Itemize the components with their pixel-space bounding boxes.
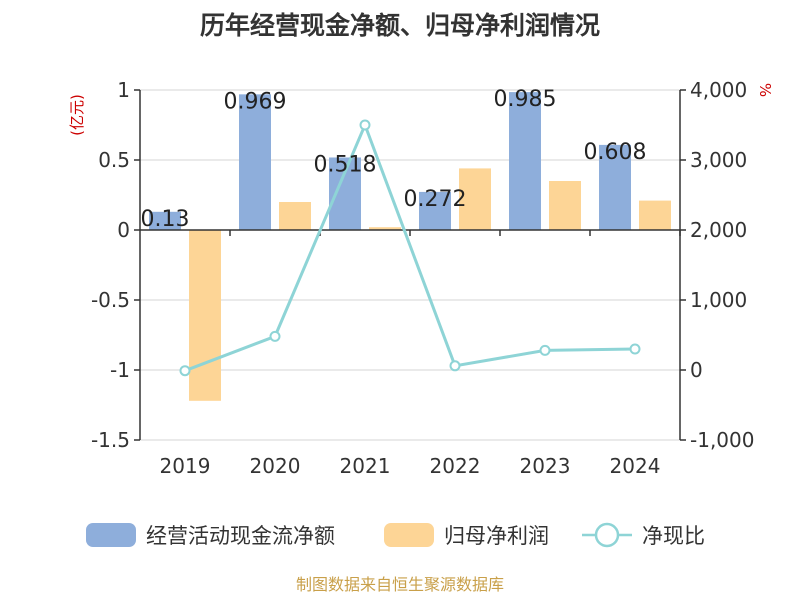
ratio-point — [449, 360, 461, 372]
axes: 1 0.5 0 -0.5 -1 -1.5 4,000 3,000 2,000 1,000 0 -1,0… — [91, 78, 755, 478]
ratio-point — [539, 344, 551, 356]
net-profit-bar — [369, 227, 401, 230]
legend-label: 归母净利润 — [444, 524, 549, 548]
chart-title: 历年经营现金净额、归母净利润情况 — [200, 11, 600, 40]
ratio-line — [179, 119, 641, 377]
legend-label: 净现比 — [642, 524, 705, 548]
right-tick-label: 4,000 — [690, 78, 747, 102]
source-note: 制图数据来自恒生聚源数据库 — [296, 575, 504, 594]
cashflow-bar — [509, 92, 541, 230]
cashflow-bar — [599, 144, 631, 230]
left-tick-label: 1 — [117, 78, 130, 102]
right-tick-label: 0 — [690, 358, 703, 382]
net-profit-bar — [459, 168, 491, 230]
net-profit-bar — [639, 200, 671, 230]
x-tick-label: 2019 — [160, 454, 211, 478]
cashflow-bar — [149, 211, 181, 230]
left-tick-label: 0 — [117, 218, 130, 242]
cashflow-bar — [419, 191, 451, 230]
legend-swatch — [384, 523, 434, 547]
x-tick-label: 2023 — [520, 454, 571, 478]
bar-data-label: 0.985 — [494, 87, 557, 112]
x-tick-label: 2022 — [430, 454, 481, 478]
net-profit-bar — [279, 202, 311, 230]
ratio-point — [269, 330, 281, 342]
left-tick-label: -1 — [110, 358, 130, 382]
x-tick-label: 2020 — [250, 454, 301, 478]
data-labels: 0.13 0.969 0.518 0.272 0.985 0.608 — [141, 87, 647, 232]
x-tick-label: 2021 — [340, 454, 391, 478]
bar-data-label: 0.518 — [314, 152, 377, 177]
bar-data-label: 0.13 — [141, 207, 190, 232]
bar-data-label: 0.608 — [584, 140, 647, 165]
ratio-point — [629, 343, 641, 355]
left-tick-label: -0.5 — [91, 288, 130, 312]
cashflow-bar — [239, 94, 271, 230]
bar-data-label: 0.969 — [224, 89, 287, 114]
left-axis-unit: (亿元) — [68, 94, 86, 136]
net-profit-bar — [189, 230, 221, 401]
ratio-point — [179, 365, 191, 377]
ratio-line-path — [184, 120, 636, 373]
legend-swatch — [86, 523, 136, 547]
right-tick-label: 3,000 — [690, 148, 747, 172]
left-tick-label: 0.5 — [98, 148, 130, 172]
right-tick-label: 2,000 — [690, 218, 747, 242]
bar-data-label: 0.272 — [404, 187, 467, 212]
ratio-point — [359, 119, 371, 131]
left-tick-label: -1.5 — [91, 428, 130, 452]
right-tick-label: -1,000 — [690, 428, 754, 452]
right-tick-label: 1,000 — [690, 288, 747, 312]
right-axis-unit: % — [756, 83, 774, 97]
legend: 经营活动现金流净额 归母净利润 净现比 — [86, 522, 705, 548]
legend-marker — [594, 522, 620, 548]
x-tick-label: 2024 — [610, 454, 661, 478]
legend-label: 经营活动现金流净额 — [146, 524, 335, 548]
net-profit-bar — [549, 181, 581, 230]
